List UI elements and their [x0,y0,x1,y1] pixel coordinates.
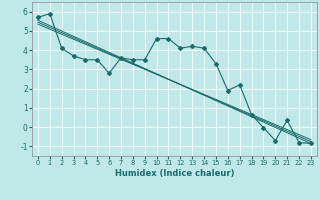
X-axis label: Humidex (Indice chaleur): Humidex (Indice chaleur) [115,169,234,178]
